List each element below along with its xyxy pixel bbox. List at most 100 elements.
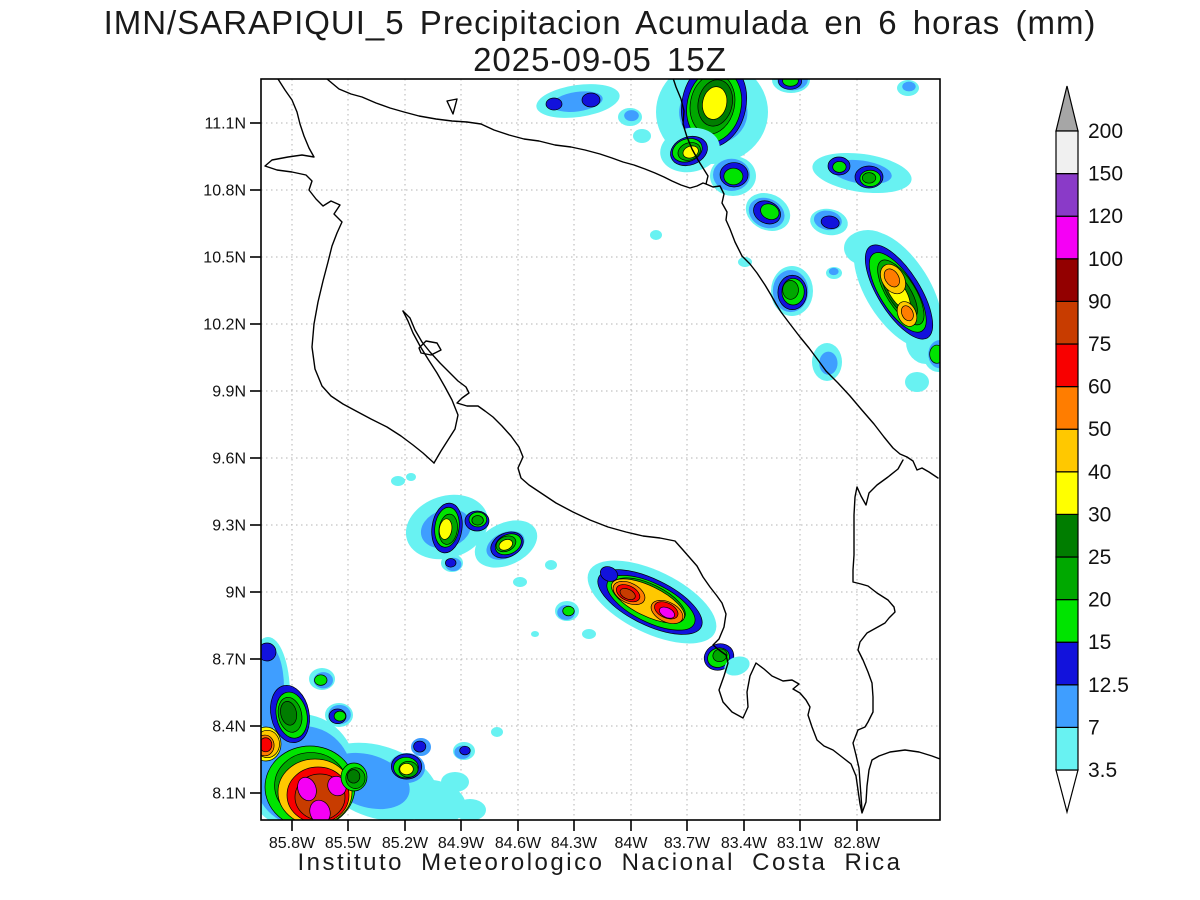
precip-contour-level-3.5: [406, 473, 416, 481]
colorbar-segment-50: [1055, 386, 1079, 430]
colorbar-label: 120: [1088, 205, 1123, 228]
precip-contour-level-30: [702, 86, 728, 120]
coastline-pacific-north-nicoya: [264, 79, 435, 464]
precipitation-shading: [261, 79, 940, 820]
precip-contour-level-15: [562, 605, 575, 617]
precip-contour-level-7: [819, 351, 838, 375]
colorbar-label: 15: [1088, 631, 1111, 654]
precip-contour-level-50: [901, 305, 914, 322]
x-tick-label: 85.5W: [325, 835, 372, 852]
precip-contour-level-20: [471, 515, 484, 526]
chart-title: IMN/SARAPIQUI_5 Precipitacion Acumulada …: [103, 4, 1097, 41]
precip-contour-level-12.5: [599, 566, 619, 582]
colorbar-segment-3.5: [1055, 726, 1079, 771]
y-tick-label: 9N: [226, 585, 246, 602]
y-tick-label: 9.3N: [212, 518, 246, 535]
precip-contour-level-50: [883, 268, 900, 288]
colorbar-label: 150: [1088, 163, 1123, 186]
chart-subtitle: 2025-09-05 15Z: [473, 41, 727, 78]
x-tick-label: 84W: [615, 835, 649, 852]
colorbar-segment-60: [1055, 343, 1079, 388]
precip-contour-level-12.5: [445, 558, 457, 568]
precip-contour-level-12.5: [261, 642, 277, 662]
y-tick-label: 10.5N: [203, 250, 246, 267]
precip-contour-level-3.5: [454, 799, 486, 820]
precip-contour-level-3.5: [582, 629, 596, 639]
y-tick-label: 9.9N: [212, 384, 246, 401]
colorbar-segment-120: [1055, 173, 1079, 217]
coastline-nicoya-gulf-west: [402, 310, 459, 464]
precip-contour-level-100: [659, 606, 675, 619]
precip-contour-level-30: [498, 539, 513, 551]
colorbar-segment-20: [1055, 556, 1079, 601]
colorbar-label: 50: [1088, 418, 1111, 441]
precip-contour-level-3.5: [434, 811, 458, 820]
precip-contour-level-15: [760, 203, 780, 220]
precip-contour-level-12.5: [413, 740, 427, 753]
precip-contour-level-3.5: [633, 129, 651, 143]
colorbar-segment-30: [1055, 471, 1079, 515]
x-tick-label: 85.2W: [382, 835, 429, 852]
precip-contour-level-15: [929, 344, 940, 364]
precip-contour-level-60: [261, 737, 273, 753]
colorbar-segment-100: [1055, 215, 1079, 260]
precip-contour-level-3.5: [545, 560, 557, 570]
precip-contour-level-3.5: [905, 372, 929, 392]
precip-contour-level-7: [624, 110, 639, 122]
precip-contour-level-3.5: [391, 476, 405, 486]
colorbar-label: 60: [1088, 376, 1111, 399]
precip-contour-level-3.5: [738, 257, 752, 267]
precip-contour-level-3.5: [513, 577, 527, 587]
colorbar: 3.5 7 12.5 15 20 25 30 40 50 60 75 90 100 120 150 200: [1055, 85, 1129, 815]
precip-contour-level-12.5: [820, 215, 840, 229]
colorbar-overflow-arrow: [1055, 85, 1079, 132]
precip-contour-level-12.5: [581, 92, 601, 108]
colorbar-label: 200: [1088, 120, 1123, 143]
precip-contour-level-15: [723, 167, 744, 186]
x-tick-label: 84.3W: [551, 835, 598, 852]
precip-contour-level-25: [280, 701, 298, 726]
precip-contour-level-12.5: [545, 97, 563, 111]
colorbar-segment-15: [1055, 598, 1079, 643]
colorbar-label: 3.5: [1088, 759, 1117, 782]
precip-contour-level-7: [828, 267, 839, 276]
precip-contour-level-3.5: [441, 772, 469, 792]
colorbar-label: 100: [1088, 248, 1123, 271]
x-tick-label: 84.9W: [438, 835, 485, 852]
map-frame: [260, 78, 941, 821]
coastlines-and-borders: [264, 79, 940, 814]
precip-contour-level-3.5: [531, 631, 539, 637]
colorbar-segment-40: [1055, 428, 1079, 473]
colorbar-segment-25: [1055, 513, 1079, 558]
precip-contour-level-75: [619, 588, 636, 600]
axis-ticks-and-labels: 85.8W 85.5W 85.2W 84.9W 84.6W 84.3W 84W 83.7W 83…: [203, 116, 881, 853]
precip-contour-level-30: [399, 763, 414, 776]
y-tick-label: 9.6N: [212, 451, 246, 468]
colorbar-label: 7: [1088, 716, 1100, 739]
coastline-caribbean: [672, 79, 939, 479]
colorbar-label: 12.5: [1088, 674, 1129, 697]
lat-lon-gridlines: [261, 79, 940, 820]
colorbar-underflow-arrow: [1055, 769, 1079, 815]
precip-contour-level-15: [832, 161, 847, 173]
precip-contour-level-7: [902, 81, 916, 92]
y-tick-label: 8.1N: [212, 786, 246, 803]
precip-contour-level-3.5: [650, 230, 662, 240]
precip-contour-level-15: [314, 674, 328, 686]
colorbar-segment-7: [1055, 684, 1079, 728]
precip-contour-level-20: [782, 280, 799, 300]
x-tick-label: 83.7W: [664, 835, 711, 852]
colorbar-segment-90: [1055, 258, 1079, 302]
colorbar-label: 20: [1088, 589, 1111, 612]
y-tick-label: 10.2N: [203, 317, 246, 334]
precip-contour-level-3.5: [491, 727, 503, 737]
colorbar-segment-150: [1055, 130, 1079, 175]
precip-contour-level-20: [861, 172, 877, 184]
coastline-pacific-mainland-osa-burica: [402, 310, 940, 814]
footer-caption: Instituto Meteorologico Nacional Costa R…: [297, 849, 903, 876]
y-tick-label: 10.8N: [203, 183, 246, 200]
x-tick-label: 85.8W: [269, 835, 316, 852]
colorbar-label: 40: [1088, 461, 1111, 484]
colorbar-label: 30: [1088, 503, 1111, 526]
